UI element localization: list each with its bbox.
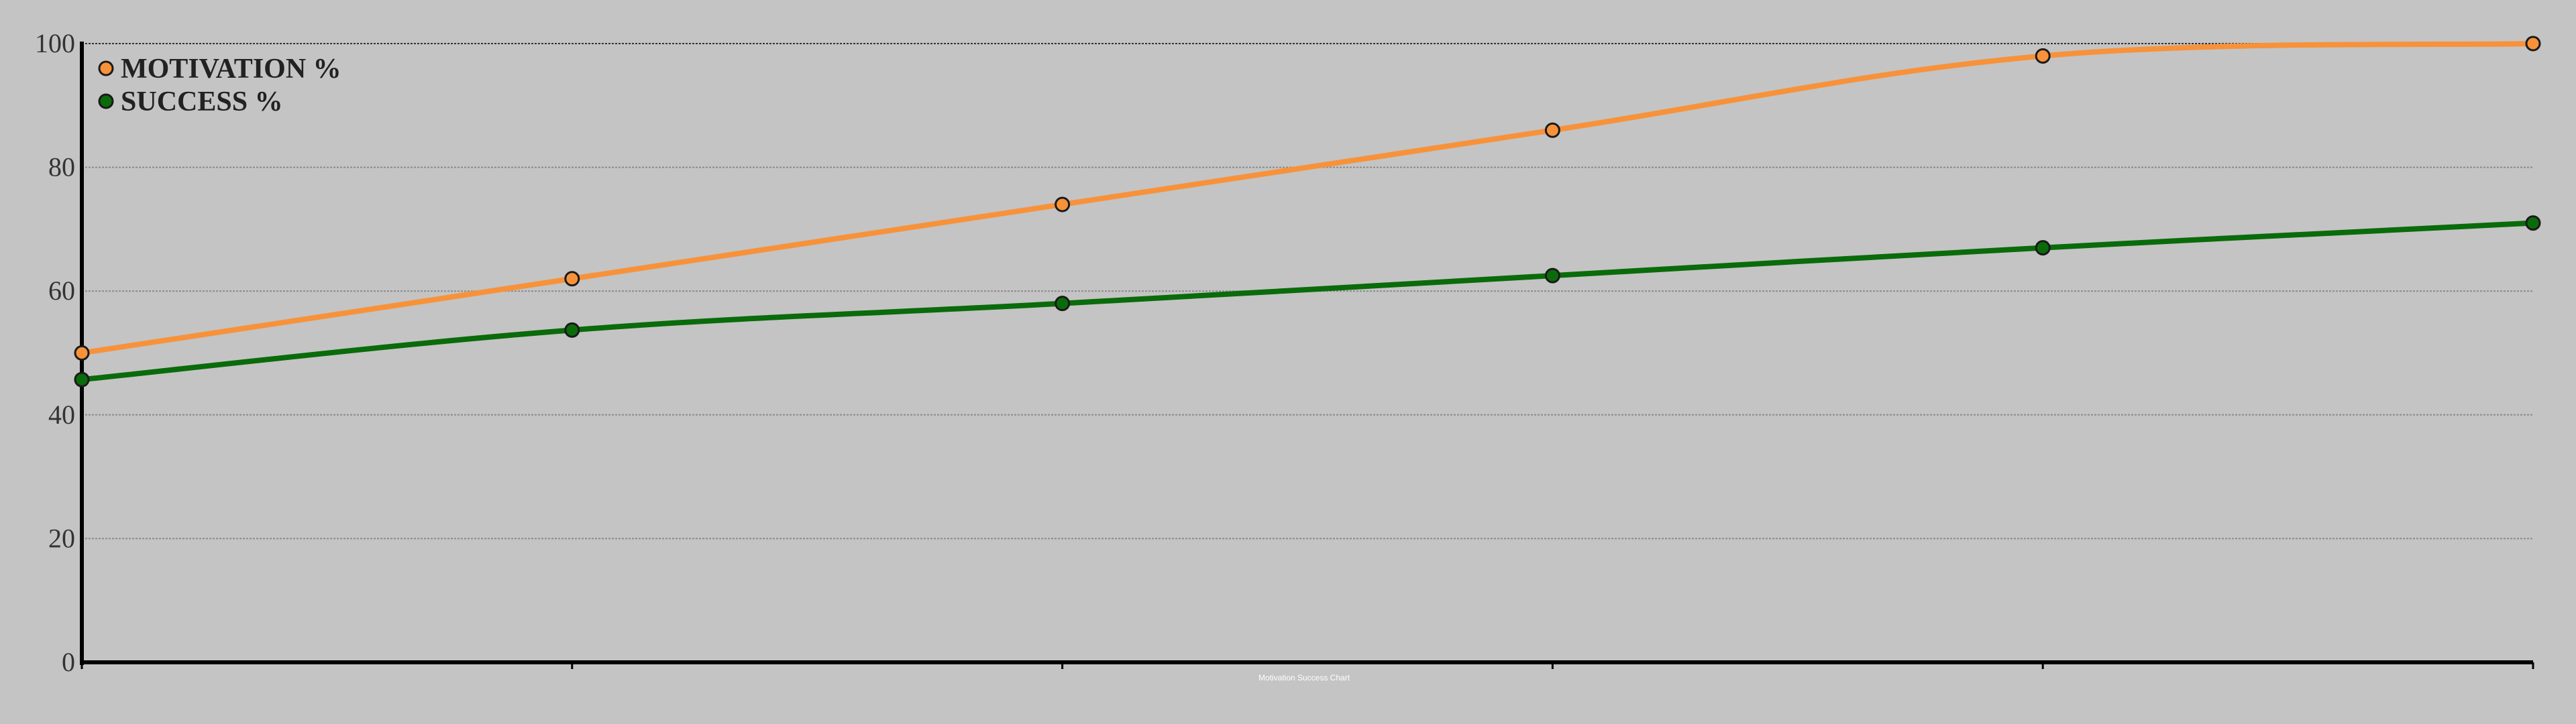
legend-label: MOTIVATION % [121,54,341,84]
data-point-series-0[interactable] [74,345,90,361]
data-point-series-0[interactable] [2525,36,2541,52]
data-point-series-1[interactable] [1544,267,1560,284]
data-point-series-1[interactable] [2035,240,2051,256]
y-tick-label: 60 [48,276,75,306]
series-line-1 [79,220,2536,383]
legend-label: SUCCESS % [121,86,283,117]
y-tick-label: 20 [48,523,75,553]
legend-marker [98,60,114,76]
data-point-series-1[interactable] [2525,215,2541,231]
series-line-0 [79,41,2536,356]
axes: 0 20 40 60 80 100 [35,28,2534,677]
data-point-series-1[interactable] [74,371,90,387]
data-points [74,36,2541,387]
data-point-series-1[interactable] [1055,296,1071,312]
data-point-series-0[interactable] [564,271,580,287]
legend-marker [98,93,114,109]
legend: MOTIVATION %SUCCESS % [98,54,341,117]
y-tick-label: 100 [35,28,75,58]
y-tick-label: 40 [48,400,75,430]
data-point-series-1[interactable] [564,322,580,338]
series-lines [79,41,2536,383]
y-tick-label: 0 [62,647,75,677]
data-point-series-0[interactable] [2035,48,2051,64]
data-point-series-0[interactable] [1544,122,1560,138]
y-tick-label: 80 [48,152,75,182]
data-point-series-0[interactable] [1055,196,1071,213]
chart-credit: Motivation Success Chart [1258,673,1350,682]
